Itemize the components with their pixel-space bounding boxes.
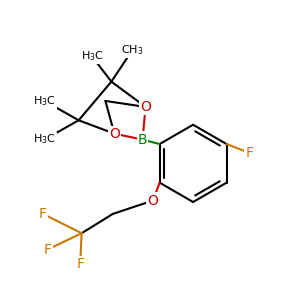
Text: CH$_3$: CH$_3$ — [121, 44, 143, 57]
Text: F: F — [44, 243, 52, 256]
Text: B: B — [138, 133, 147, 147]
Text: F: F — [246, 146, 254, 160]
Text: H$_3$C: H$_3$C — [33, 133, 56, 146]
Text: F: F — [39, 207, 47, 221]
Text: H$_3$C: H$_3$C — [33, 94, 56, 108]
Text: H$_3$C: H$_3$C — [81, 50, 103, 63]
Text: O: O — [148, 194, 158, 208]
Text: O: O — [109, 127, 120, 141]
Text: O: O — [140, 100, 151, 114]
Text: F: F — [76, 257, 84, 272]
